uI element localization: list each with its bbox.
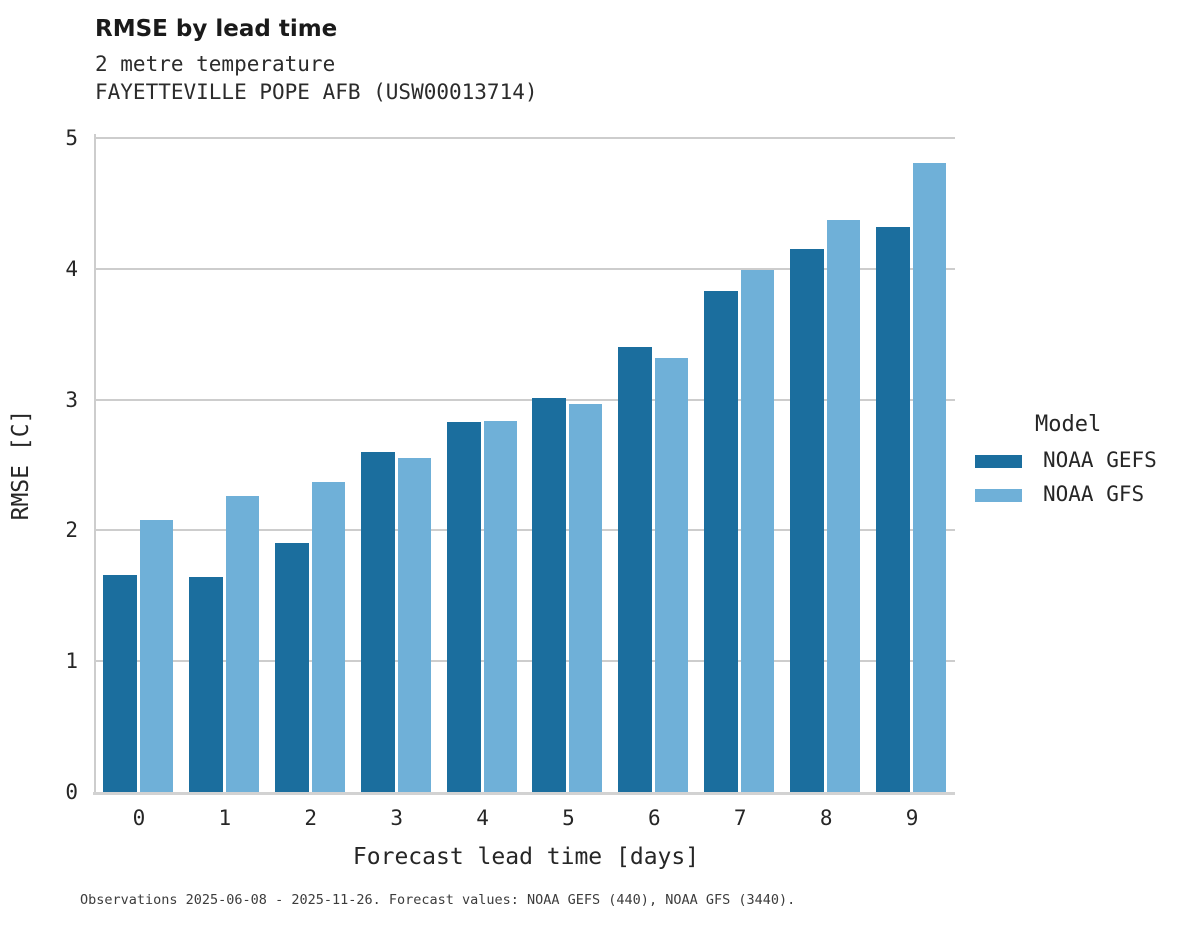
y-axis-spine bbox=[94, 134, 96, 793]
chart-subtitle-variable: 2 metre temperature bbox=[95, 52, 336, 76]
bar-noaa-gefs-lead2 bbox=[274, 543, 309, 792]
x-tick-label-0: 0 bbox=[132, 806, 146, 830]
bar-noaa-gfs-lead4 bbox=[483, 420, 517, 792]
legend-entry-gefs: NOAA GEFS bbox=[975, 447, 1190, 481]
legend-swatch-gfs bbox=[975, 489, 1022, 502]
chart-subtitle-station: FAYETTEVILLE POPE AFB (USW00013714) bbox=[95, 80, 538, 104]
x-tick-label-7: 7 bbox=[733, 806, 747, 830]
x-tick-label-5: 5 bbox=[562, 806, 575, 830]
y-tick-label-3: 3 bbox=[65, 387, 78, 412]
legend: Model NOAA GEFS NOAA GFS bbox=[975, 412, 1190, 515]
legend-entry-gfs: NOAA GFS bbox=[975, 481, 1190, 515]
legend-label-gfs: NOAA GFS bbox=[1043, 482, 1145, 506]
x-tick-label-4: 4 bbox=[476, 806, 489, 830]
x-axis-title: Forecast lead time [days] bbox=[352, 844, 700, 870]
legend-title: Model bbox=[1035, 412, 1102, 437]
y-tick-label-2: 2 bbox=[65, 518, 78, 543]
bar-noaa-gfs-lead2 bbox=[311, 482, 345, 792]
gridline-y1 bbox=[96, 660, 955, 663]
gridline-y3 bbox=[96, 398, 955, 401]
x-tick-label-3: 3 bbox=[390, 806, 403, 830]
bar-noaa-gefs-lead6 bbox=[618, 347, 653, 792]
x-tick-label-9: 9 bbox=[905, 806, 919, 830]
bar-noaa-gefs-lead5 bbox=[532, 398, 567, 792]
bar-noaa-gefs-lead4 bbox=[446, 421, 481, 792]
bar-noaa-gfs-lead3 bbox=[397, 458, 431, 792]
y-axis-title: RMSE [C] bbox=[8, 409, 34, 521]
x-tick-label-6: 6 bbox=[648, 806, 661, 830]
gridline-y5 bbox=[96, 137, 955, 139]
bar-noaa-gefs-lead1 bbox=[188, 577, 223, 792]
bar-noaa-gefs-lead8 bbox=[790, 249, 825, 792]
caption: Observations 2025-06-08 - 2025-11-26. Fo… bbox=[80, 892, 796, 908]
x-axis-line bbox=[93, 792, 955, 795]
bar-noaa-gfs-lead1 bbox=[225, 496, 259, 792]
bar-noaa-gefs-lead3 bbox=[360, 451, 395, 792]
y-tick-label-0: 0 bbox=[65, 780, 78, 804]
legend-label-gefs: NOAA GEFS bbox=[1043, 448, 1157, 472]
gridline-y2 bbox=[96, 529, 955, 532]
bar-noaa-gefs-lead0 bbox=[102, 574, 137, 792]
y-tick-label-5: 5 bbox=[65, 126, 78, 150]
chart-title: RMSE by lead time bbox=[95, 16, 338, 42]
bar-noaa-gfs-lead0 bbox=[139, 519, 173, 792]
y-tick-label-4: 4 bbox=[65, 256, 78, 281]
x-tick-label-2: 2 bbox=[304, 806, 318, 830]
bar-noaa-gfs-lead9 bbox=[913, 162, 947, 792]
gridline-y4 bbox=[96, 267, 955, 270]
legend-swatch-gefs bbox=[975, 455, 1022, 468]
bar-noaa-gfs-lead7 bbox=[741, 270, 775, 792]
x-tick-label-8: 8 bbox=[819, 806, 833, 830]
bar-noaa-gfs-lead5 bbox=[569, 403, 603, 792]
bar-noaa-gefs-lead7 bbox=[704, 291, 739, 792]
x-tick-label-1: 1 bbox=[218, 806, 232, 830]
bar-noaa-gefs-lead9 bbox=[876, 226, 911, 792]
bar-noaa-gfs-lead8 bbox=[827, 220, 861, 792]
bar-noaa-gfs-lead6 bbox=[655, 357, 689, 792]
y-tick-label-1: 1 bbox=[65, 649, 78, 674]
